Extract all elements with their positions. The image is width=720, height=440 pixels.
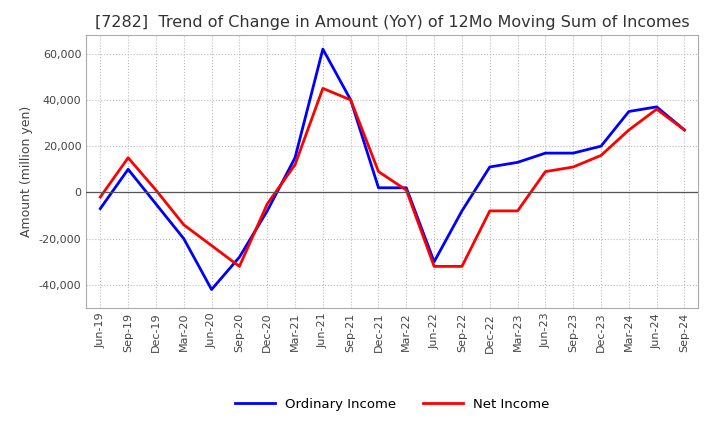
Ordinary Income <box>179 236 188 241</box>
Legend: Ordinary Income, Net Income: Ordinary Income, Net Income <box>230 392 555 416</box>
Net Income <box>624 127 633 132</box>
Net Income <box>597 153 606 158</box>
Net Income <box>179 222 188 227</box>
Ordinary Income <box>235 254 243 260</box>
Net Income <box>318 86 327 91</box>
Ordinary Income <box>346 97 355 103</box>
Net Income <box>374 169 383 174</box>
Net Income <box>263 202 271 207</box>
Ordinary Income <box>541 150 550 156</box>
Ordinary Income <box>152 202 161 207</box>
Title: [7282]  Trend of Change in Amount (YoY) of 12Mo Moving Sum of Incomes: [7282] Trend of Change in Amount (YoY) o… <box>95 15 690 30</box>
Ordinary Income <box>207 287 216 292</box>
Ordinary Income <box>458 208 467 213</box>
Ordinary Income <box>263 208 271 213</box>
Net Income <box>152 187 161 193</box>
Net Income <box>291 162 300 167</box>
Net Income <box>207 243 216 248</box>
Net Income <box>680 127 689 132</box>
Ordinary Income <box>569 150 577 156</box>
Ordinary Income <box>96 206 104 211</box>
Ordinary Income <box>680 127 689 132</box>
Net Income <box>485 208 494 213</box>
Ordinary Income <box>430 259 438 264</box>
Net Income <box>458 264 467 269</box>
Net Income <box>346 97 355 103</box>
Ordinary Income <box>124 167 132 172</box>
Line: Ordinary Income: Ordinary Income <box>100 49 685 290</box>
Ordinary Income <box>597 143 606 149</box>
Ordinary Income <box>402 185 410 191</box>
Net Income <box>430 264 438 269</box>
Net Income <box>541 169 550 174</box>
Ordinary Income <box>652 104 661 110</box>
Net Income <box>513 208 522 213</box>
Ordinary Income <box>291 155 300 160</box>
Net Income <box>402 187 410 193</box>
Ordinary Income <box>624 109 633 114</box>
Net Income <box>569 164 577 169</box>
Net Income <box>652 106 661 112</box>
Ordinary Income <box>485 164 494 169</box>
Net Income <box>235 264 243 269</box>
Line: Net Income: Net Income <box>100 88 685 266</box>
Net Income <box>96 194 104 200</box>
Ordinary Income <box>513 160 522 165</box>
Ordinary Income <box>318 47 327 52</box>
Ordinary Income <box>374 185 383 191</box>
Net Income <box>124 155 132 160</box>
Y-axis label: Amount (million yen): Amount (million yen) <box>20 106 33 237</box>
